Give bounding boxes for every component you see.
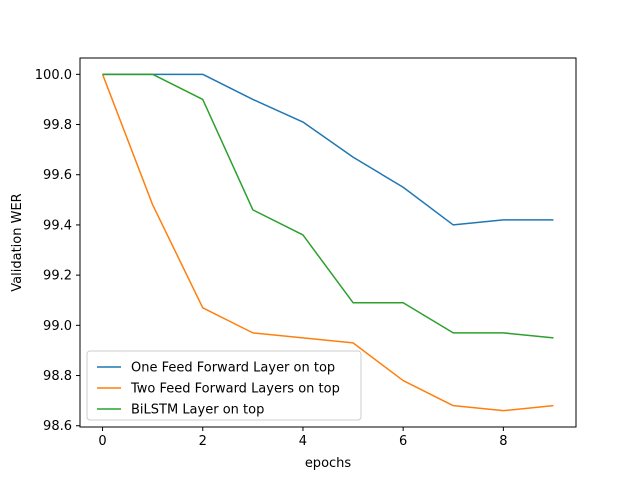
y-tick-label: 98.6 [43, 419, 72, 434]
y-axis-label: Validation WER [10, 193, 25, 291]
legend-entry-2: Two Feed Forward Layers on top [130, 382, 340, 397]
y-tick-label: 99.2 [43, 269, 72, 284]
y-tick-label: 99.0 [43, 319, 72, 334]
y-axis-ticks: 98.6 98.8 99.0 99.2 99.4 99.6 99.8 100.0 [35, 68, 80, 434]
x-tick-label: 2 [199, 434, 207, 449]
y-tick-label: 99.6 [43, 168, 72, 183]
x-axis-ticks: 0 2 4 6 8 [98, 427, 507, 449]
series-line-2 [101, 74, 554, 412]
x-tick-label: 8 [499, 434, 507, 449]
x-tick-label: 4 [299, 434, 307, 449]
x-axis-label: epochs [305, 456, 352, 471]
legend-entry-3: BiLSTM Layer on top [131, 403, 264, 418]
x-tick-label: 0 [98, 434, 106, 449]
plot-frame [79, 57, 577, 428]
y-tick-label: 99.8 [43, 118, 72, 133]
legend-box [86, 350, 362, 421]
series-line-3 [102, 73, 554, 339]
y-tick-label: 98.8 [43, 369, 72, 384]
y-tick-label: 100.0 [35, 68, 72, 83]
x-tick-label: 6 [399, 434, 407, 449]
y-tick-label: 99.4 [43, 218, 72, 233]
legend-entry-1: One Feed Forward Layer on top [131, 361, 335, 376]
legend: One Feed Forward Layer on top Two Feed Fo… [86, 350, 362, 421]
series-line-1 [102, 73, 554, 226]
series-lines [101, 73, 554, 412]
